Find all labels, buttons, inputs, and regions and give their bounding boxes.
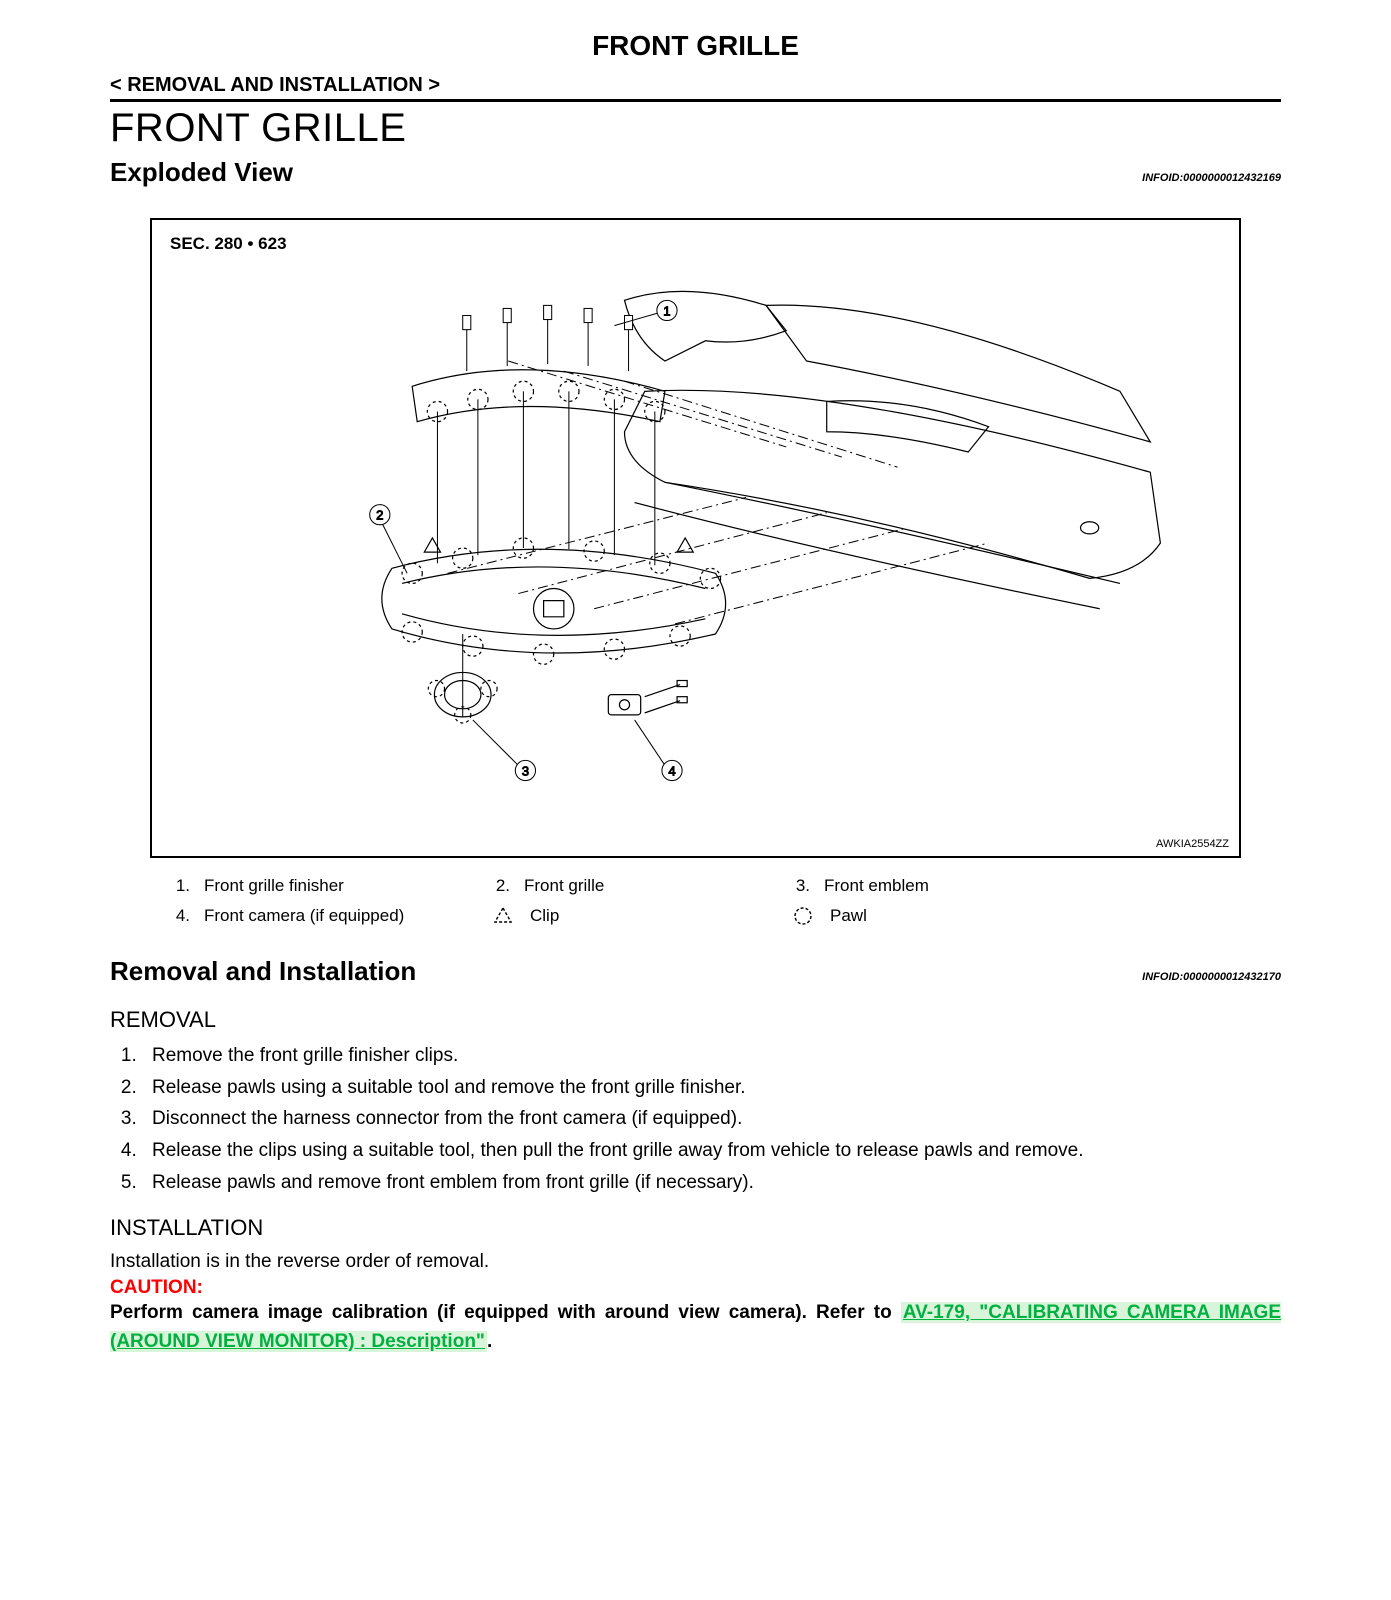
removal-step: Remove the front grille finisher clips.	[142, 1043, 1281, 1069]
main-title: FRONT GRILLE	[110, 106, 1281, 151]
section-procedure-header: Removal and Installation INFOID:00000000…	[110, 956, 1281, 987]
callout-2: 2	[376, 508, 383, 523]
legend-item: 2. Front grille	[490, 876, 790, 896]
legend-row: 1. Front grille finisher 2. Front grille…	[170, 876, 1221, 896]
page-header-title: FRONT GRILLE	[110, 30, 1281, 62]
diagram-svg: 1 2 3 4	[232, 270, 1199, 816]
caution-label: CAUTION:	[110, 1277, 1281, 1299]
legend-item: Pawl	[790, 906, 1221, 926]
callout-3: 3	[522, 764, 529, 779]
legend-label: Front grille finisher	[204, 876, 344, 896]
removal-step: Release the clips using a suitable tool,…	[142, 1138, 1281, 1164]
legend-num: 1.	[170, 876, 190, 896]
callout-4: 4	[668, 764, 675, 779]
legend-label: Front grille	[524, 876, 604, 896]
removal-step: Release pawls and remove front emblem fr…	[142, 1170, 1281, 1196]
legend-label: Pawl	[830, 906, 867, 926]
exploded-view-infoid: INFOID:0000000012432169	[1142, 172, 1281, 184]
exploded-view-heading: Exploded View	[110, 157, 293, 188]
legend-item: 4. Front camera (if equipped)	[170, 906, 490, 926]
exploded-diagram: 1 2 3 4	[232, 270, 1199, 816]
header-rule	[110, 99, 1281, 102]
legend-label: Clip	[530, 906, 559, 926]
section-exploded-header: Exploded View INFOID:0000000012432169	[110, 157, 1281, 188]
legend-row: 4. Front camera (if equipped) Clip Pawl	[170, 906, 1221, 926]
legend-label: Front emblem	[824, 876, 929, 896]
legend-item: 3. Front emblem	[790, 876, 1221, 896]
legend: 1. Front grille finisher 2. Front grille…	[170, 876, 1221, 926]
pawl-icon	[790, 906, 816, 926]
caution-pre: Perform camera image calibration (if equ…	[110, 1302, 901, 1323]
legend-label: Front camera (if equipped)	[204, 906, 404, 926]
figure-box: SEC. 280 • 623	[150, 218, 1241, 858]
legend-num: 3.	[790, 876, 810, 896]
removal-steps: Remove the front grille finisher clips. …	[110, 1043, 1281, 1195]
legend-item: Clip	[490, 906, 790, 926]
figure-sec-label: SEC. 280 • 623	[170, 234, 1221, 254]
installation-heading: INSTALLATION	[110, 1215, 1281, 1241]
caution-text: Perform camera image calibration (if equ…	[110, 1299, 1281, 1356]
figure-code: AWKIA2554ZZ	[1156, 838, 1229, 850]
removal-step: Disconnect the harness connector from th…	[142, 1106, 1281, 1132]
legend-num: 4.	[170, 906, 190, 926]
breadcrumb: < REMOVAL AND INSTALLATION >	[110, 74, 1281, 97]
callout-1: 1	[663, 304, 670, 319]
removal-step: Release pawls using a suitable tool and …	[142, 1075, 1281, 1101]
clip-icon	[490, 906, 516, 926]
removal-heading: REMOVAL	[110, 1007, 1281, 1033]
page: FRONT GRILLE < REMOVAL AND INSTALLATION …	[0, 0, 1391, 1416]
procedure-heading: Removal and Installation	[110, 956, 416, 987]
procedure-infoid: INFOID:0000000012432170	[1142, 971, 1281, 983]
legend-item: 1. Front grille finisher	[170, 876, 490, 896]
installation-text: Installation is in the reverse order of …	[110, 1251, 1281, 1273]
caution-post: .	[487, 1331, 492, 1352]
legend-num: 2.	[490, 876, 510, 896]
